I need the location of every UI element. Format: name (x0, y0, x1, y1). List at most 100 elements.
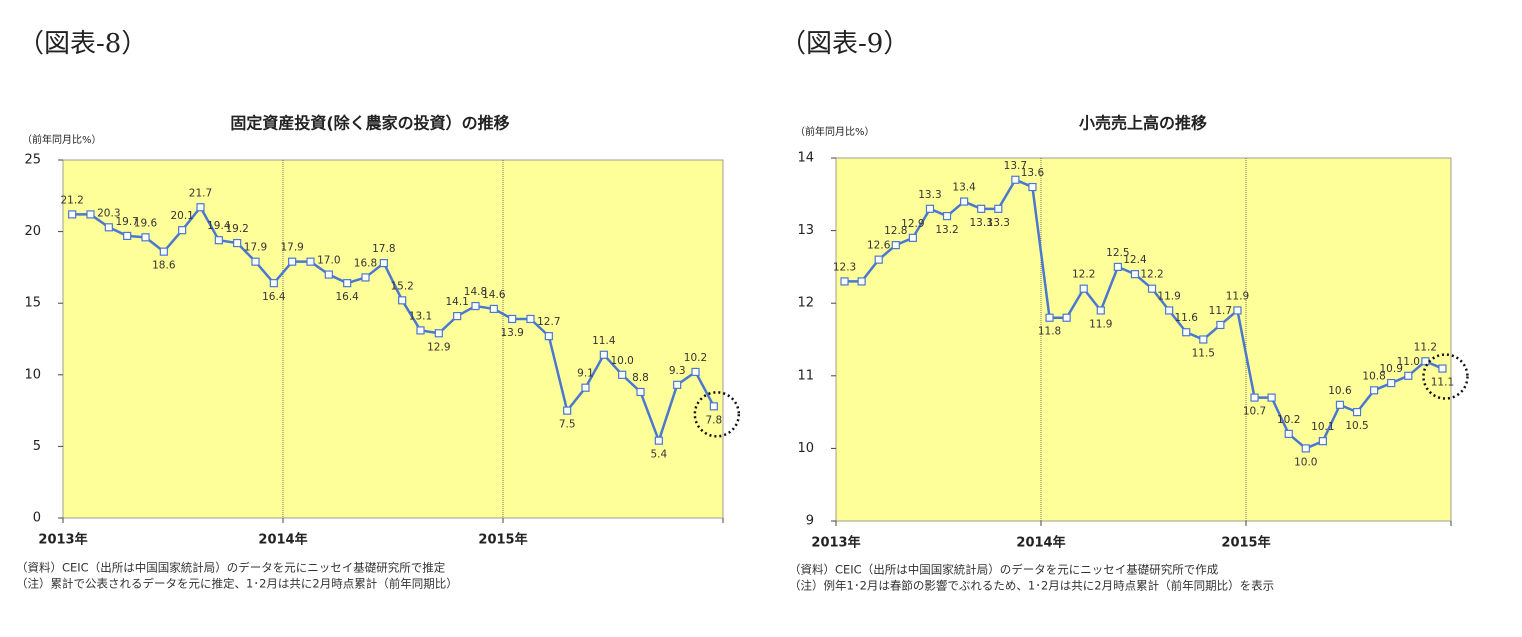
marker (840, 277, 849, 286)
value-label: 10.8 (1362, 370, 1385, 382)
y-tick-label: 9 (806, 514, 814, 529)
value-label: 5.4 (650, 449, 667, 461)
plot-area (62, 159, 724, 519)
value-label: 11.7 (1209, 305, 1232, 317)
marker (251, 257, 260, 266)
y-tick-label: 12 (797, 296, 814, 311)
value-label: 16.4 (335, 291, 359, 303)
marker (1370, 386, 1379, 395)
highlight-circle (693, 391, 741, 438)
plot-area (835, 157, 1452, 522)
marker (636, 387, 645, 397)
unit-label: （前年同月比%） (22, 133, 102, 146)
marker (709, 402, 718, 411)
value-label: 14.6 (482, 289, 506, 301)
value-label: 16.8 (354, 257, 377, 269)
value-label: 14.1 (445, 296, 468, 308)
unit-label: （前年同月比%） (795, 125, 875, 138)
value-label: 13.9 (500, 327, 523, 339)
value-label: 13.1 (409, 310, 432, 322)
value-label: 17.8 (372, 243, 395, 255)
marker (1438, 364, 1447, 373)
marker (563, 406, 572, 415)
chart-title: 小売売上高の推移 (1079, 114, 1207, 133)
value-label: 19.7 (115, 216, 138, 228)
marker (1301, 444, 1310, 453)
value-label: 8.8 (632, 372, 649, 384)
y-tick-label: 0 (33, 511, 41, 526)
value-label: 11.1 (1431, 377, 1454, 389)
value-label: 12.3 (833, 261, 856, 273)
marker (1165, 306, 1174, 315)
marker (874, 255, 883, 264)
marker (891, 241, 900, 250)
value-label: 21.7 (189, 187, 212, 199)
value-label: 12.4 (1123, 254, 1147, 266)
x-tick-label: 2013年 (811, 535, 860, 551)
marker (908, 233, 917, 242)
marker (123, 231, 132, 240)
value-label: 11.0 (1397, 356, 1420, 368)
value-label: 12.8 (884, 225, 907, 237)
marker (159, 247, 168, 256)
marker (618, 370, 627, 379)
value-label: 19.6 (134, 217, 158, 229)
note: （注）例年1･2月は春節の影響でぶれるため、1･2月は共に2月時点累計（前年同期… (789, 579, 1274, 593)
value-label: 10.5 (1345, 420, 1368, 432)
marker (269, 279, 278, 288)
marker (1079, 284, 1088, 293)
value-label: 7.8 (705, 414, 722, 426)
value-label: 13.7 (1004, 160, 1027, 172)
x-tick-label: 2014年 (258, 532, 307, 548)
marker (398, 296, 407, 305)
marker (508, 314, 517, 324)
value-label: 17.9 (280, 242, 303, 254)
value-label: 10.0 (610, 355, 633, 367)
value-label: 12.9 (427, 341, 450, 353)
value-label: 13.3 (970, 217, 993, 229)
marker (1250, 393, 1259, 402)
value-label: 10.1 (1311, 421, 1334, 433)
marker (857, 277, 866, 286)
value-label: 11.9 (1089, 318, 1112, 330)
marker (68, 210, 77, 219)
value-label: 12.5 (1106, 247, 1129, 259)
value-label: 18.6 (152, 260, 176, 272)
marker (526, 314, 535, 324)
value-label: 21.2 (60, 194, 83, 206)
value-label: 9.3 (669, 365, 686, 377)
value-label: 15.2 (390, 280, 413, 292)
marker (1062, 313, 1071, 322)
marker (1113, 262, 1122, 271)
note: （資料）CEIC（出所は中国国家統計局）のデータを元にニッセイ基礎研究所で推定 (16, 561, 446, 575)
marker (942, 211, 952, 221)
value-label: 11.5 (1192, 348, 1215, 360)
value-label: 13.3 (987, 217, 1010, 229)
marker (1147, 284, 1157, 293)
marker (416, 326, 425, 335)
marker (178, 226, 187, 235)
highlight-circle (1422, 353, 1469, 400)
marker (599, 350, 608, 359)
y-tick-label: 10 (797, 441, 814, 456)
marker (691, 367, 700, 377)
value-label: 13.4 (952, 182, 976, 194)
marker (1130, 270, 1140, 279)
y-tick-label: 11 (797, 368, 814, 383)
value-label: 19.4 (207, 220, 231, 232)
chart-title: 固定資産投資(除く農家の投資）の推移 (230, 114, 509, 133)
value-label: 10.2 (1277, 414, 1300, 426)
marker (654, 436, 663, 445)
marker (581, 383, 590, 392)
value-label: 12.7 (537, 316, 560, 328)
marker (343, 279, 352, 288)
marker (361, 273, 370, 282)
value-label: 13.3 (918, 189, 941, 201)
marker (1216, 320, 1225, 330)
x-tick-label: 2015年 (478, 532, 527, 548)
x-tick-label: 2013年 (38, 532, 87, 548)
x-tick-label: 2014年 (1016, 535, 1065, 551)
marker (288, 257, 297, 266)
value-label: 20.1 (170, 210, 193, 222)
